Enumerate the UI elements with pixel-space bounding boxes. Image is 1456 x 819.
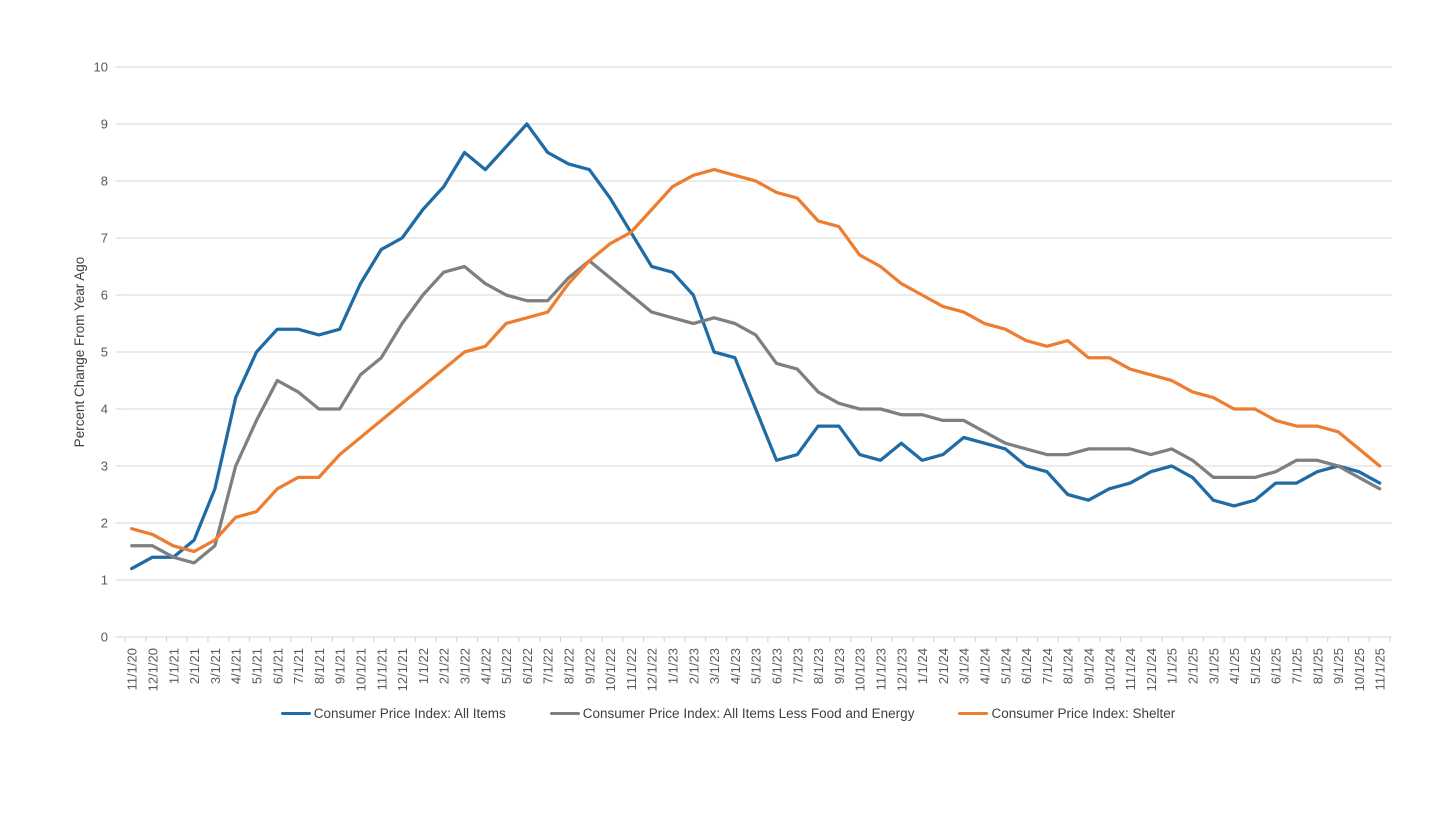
y-axis-tick-label: 10 — [94, 60, 108, 75]
x-axis-tick-label: 4/1/23 — [728, 648, 743, 684]
y-axis-tick-label: 3 — [101, 459, 108, 474]
x-axis-tick-label: 10/1/22 — [603, 648, 618, 691]
x-axis-tick-label: 6/1/22 — [520, 648, 535, 684]
x-axis-tick-label: 6/1/25 — [1269, 648, 1284, 684]
x-axis-tick-label: 7/1/23 — [790, 648, 805, 684]
x-axis-tick-label: 7/1/24 — [1040, 648, 1055, 684]
x-axis-tick-label: 9/1/21 — [333, 648, 348, 684]
x-axis-tick-label: 5/1/24 — [998, 648, 1013, 684]
x-axis-tick-label: 9/1/22 — [582, 648, 597, 684]
x-axis-tick-label: 3/1/21 — [208, 648, 223, 684]
x-axis-tick-label: 8/1/23 — [811, 648, 826, 684]
x-axis-tick-label: 6/1/21 — [270, 648, 285, 684]
chart-legend: Consumer Price Index: All Items Consumer … — [0, 706, 1456, 721]
x-axis-tick-label: 6/1/24 — [1019, 648, 1034, 684]
x-axis-tick-label: 11/1/20 — [125, 648, 140, 690]
y-axis-title: Percent Change From Year Ago — [72, 257, 87, 448]
x-axis-tick-label: 10/1/25 — [1352, 648, 1367, 691]
legend-label: Consumer Price Index: All Items Less Foo… — [582, 706, 915, 721]
x-axis-tick-label: 10/1/21 — [354, 648, 369, 691]
footer-branding: AMERICAN INSTITUTEforECONOMIC RESEARCH A… — [0, 744, 1456, 814]
x-axis-tick-label: 4/1/25 — [1227, 648, 1242, 684]
y-axis-tick-label: 8 — [101, 174, 108, 189]
x-axis-tick-label: 11/1/21 — [374, 648, 389, 690]
legend-item-consumer-price-index-all-items-less-food-and-energy: Consumer Price Index: All Items Less Foo… — [549, 706, 915, 721]
x-axis-tick-label: 11/1/22 — [624, 648, 639, 690]
y-axis-tick-label: 5 — [101, 345, 108, 360]
y-axis-tick-label: 9 — [101, 117, 108, 132]
x-axis-tick-label: 11/1/25 — [1373, 648, 1388, 690]
x-axis-tick-label: 12/1/20 — [146, 648, 161, 691]
x-axis-tick-label: 3/1/22 — [458, 648, 473, 684]
x-axis-tick-label: 11/1/23 — [874, 648, 889, 690]
y-axis-tick-label: 7 — [101, 231, 108, 246]
x-axis-tick-label: 7/1/21 — [291, 648, 306, 684]
legend-label: Consumer Price Index: All Items — [313, 706, 506, 721]
x-axis-tick-label: 3/1/24 — [957, 648, 972, 684]
series-line-consumer-price-index-all-items-less-food-and-energy — [130, 259, 1382, 565]
x-axis-tick-label: 9/1/25 — [1331, 648, 1346, 684]
x-axis-tick-label: 8/1/21 — [312, 648, 327, 684]
x-axis-tick-label: 7/1/25 — [1290, 648, 1305, 684]
x-axis-tick-label: 1/1/22 — [416, 648, 431, 684]
x-axis-tick-label: 2/1/21 — [187, 648, 202, 684]
x-axis-tick-label: 3/1/25 — [1206, 648, 1221, 684]
x-axis-tick-label: 1/1/25 — [1165, 648, 1180, 684]
legend-swatch — [958, 711, 989, 716]
x-axis-tick-label: 7/1/22 — [541, 648, 556, 684]
legend-swatch — [280, 711, 311, 716]
cpi-line-chart: 0 1 2 3 4 5 6 7 8 9 10 11/1/20 12/1/20 1/1/21 2/1/21 3/… — [72, 60, 1392, 691]
legend-item-consumer-price-index-shelter: Consumer Price Index: Shelter — [958, 706, 1175, 721]
legend-item-consumer-price-index-all-items: Consumer Price Index: All Items — [280, 706, 506, 721]
x-axis-tick-label: 4/1/24 — [978, 648, 993, 684]
x-axis-tick-label: 4/1/21 — [229, 648, 244, 684]
x-axis-tick-label: 10/1/24 — [1102, 648, 1117, 691]
y-axis-tick-label: 2 — [101, 516, 108, 531]
x-axis-tick-label: 8/1/24 — [1061, 648, 1076, 684]
x-axis-tick-label: 12/1/22 — [645, 648, 660, 691]
x-axis-tick-label: 2/1/23 — [686, 648, 701, 684]
x-axis-tick-label: 12/1/21 — [395, 648, 410, 691]
x-axis-tick-label: 9/1/23 — [832, 648, 847, 684]
x-axis-tick-label: 12/1/23 — [894, 648, 909, 691]
x-axis-tick-label: 3/1/23 — [707, 648, 722, 684]
x-axis-tick-label: 5/1/23 — [749, 648, 764, 684]
legend-swatch — [549, 711, 580, 716]
x-axis-tick-label: 12/1/24 — [1144, 648, 1159, 691]
y-axis-tick-label: 0 — [101, 630, 108, 645]
x-axis-tick-label: 4/1/22 — [478, 648, 493, 684]
x-axis-tick-label: 10/1/23 — [853, 648, 868, 691]
x-axis-tick-label: 11/1/24 — [1123, 648, 1138, 690]
x-axis-tick-label: 2/1/25 — [1186, 648, 1201, 684]
y-axis-tick-label: 4 — [101, 402, 108, 417]
x-axis-tick-label: 2/1/22 — [437, 648, 452, 684]
x-axis-tick-label: 2/1/24 — [936, 648, 951, 684]
x-axis-tick-label: 6/1/23 — [770, 648, 785, 684]
x-axis-tick-label: 5/1/25 — [1248, 648, 1263, 684]
x-axis-tick-label: 1/1/24 — [915, 648, 930, 684]
legend-label: Consumer Price Index: Shelter — [991, 706, 1176, 721]
x-axis-tick-label: 1/1/23 — [666, 648, 681, 684]
y-axis-tick-label: 6 — [101, 288, 108, 303]
series-line-consumer-price-index-shelter — [130, 167, 1382, 554]
x-axis-tick-label: 8/1/25 — [1310, 648, 1325, 684]
x-axis-tick-label: 5/1/22 — [499, 648, 514, 684]
x-axis-tick-label: 5/1/21 — [250, 648, 265, 684]
x-axis-tick-label: 1/1/21 — [166, 648, 181, 684]
x-axis-tick-label: 9/1/24 — [1082, 648, 1097, 684]
y-axis-tick-label: 1 — [101, 573, 108, 588]
x-axis-tick-label: 8/1/22 — [562, 648, 577, 684]
series-line-consumer-price-index-all-items — [130, 122, 1382, 571]
